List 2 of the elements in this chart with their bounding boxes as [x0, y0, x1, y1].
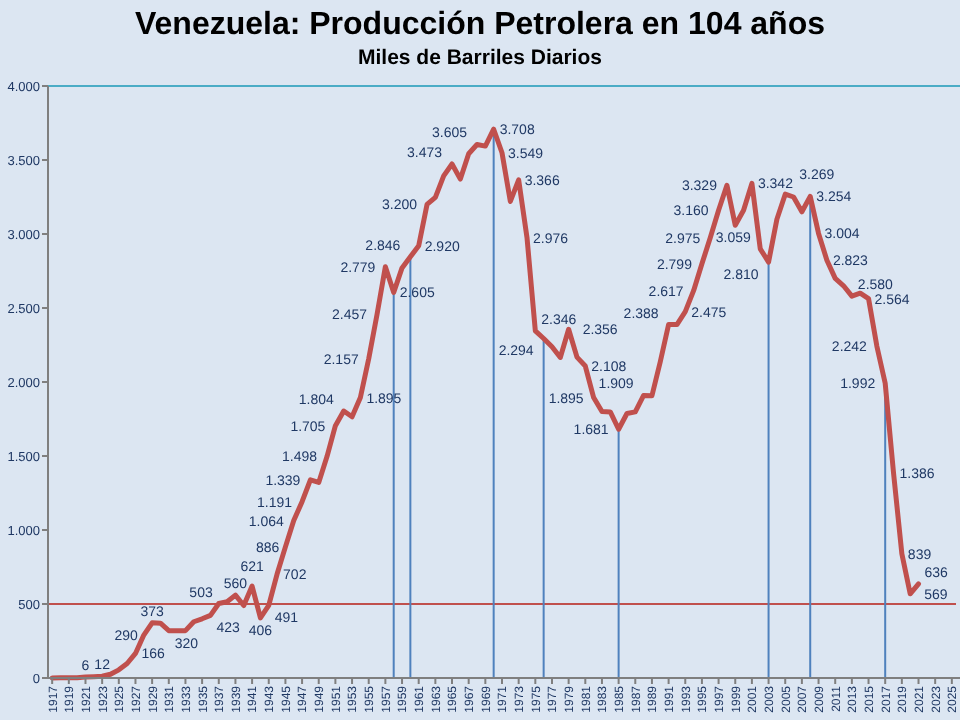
- chart-title: Venezuela: Producción Petrolera en 104 años: [134, 8, 826, 42]
- chart-subtitle: Miles de Barriles Diarios: [358, 46, 603, 70]
